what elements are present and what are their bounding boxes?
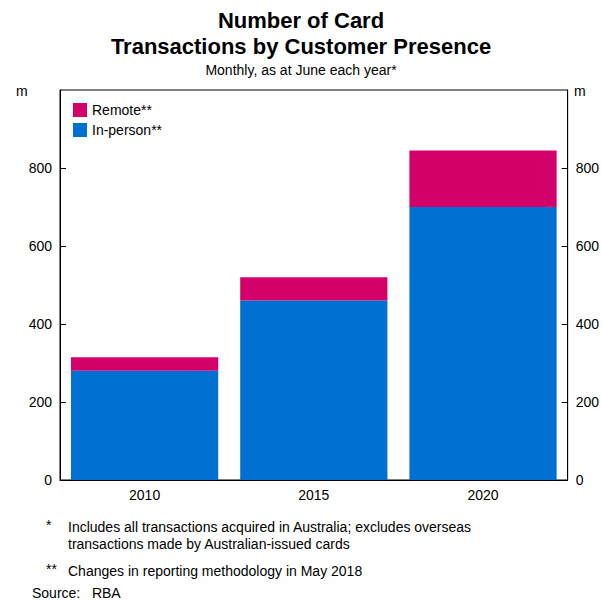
svg-text:**: ** [46,561,57,577]
svg-text:200: 200 [29,394,53,410]
svg-text:Changes in reporting methodolo: Changes in reporting methodology in May … [68,563,362,579]
svg-text:Number of Card: Number of Card [218,8,384,33]
svg-text:600: 600 [29,238,53,254]
svg-text:In-person**: In-person** [92,122,163,138]
svg-text:400: 400 [29,316,53,332]
svg-text:Remote**: Remote** [92,102,152,118]
svg-text:m: m [16,83,28,99]
svg-text:2010: 2010 [129,487,160,503]
svg-text:600: 600 [576,238,600,254]
svg-text:*: * [46,517,52,533]
svg-text:Source: RBA: Source: RBA [32,585,121,600]
svg-text:800: 800 [576,160,600,176]
svg-text:0: 0 [44,472,52,488]
svg-text:Transactions by Customer Prese: Transactions by Customer Presence [111,34,491,59]
svg-text:200: 200 [576,394,600,410]
svg-text:2020: 2020 [467,487,498,503]
svg-text:2015: 2015 [298,487,329,503]
svg-text:transactions made by Australia: transactions made by Australian-issued c… [68,536,350,552]
svg-text:Monthly, as at June each year*: Monthly, as at June each year* [205,62,397,78]
svg-text:0: 0 [576,472,584,488]
svg-text:m: m [574,83,586,99]
svg-text:400: 400 [576,316,600,332]
svg-text:800: 800 [29,160,53,176]
svg-text:Includes all transactions acqu: Includes all transactions acquired in Au… [68,519,475,535]
